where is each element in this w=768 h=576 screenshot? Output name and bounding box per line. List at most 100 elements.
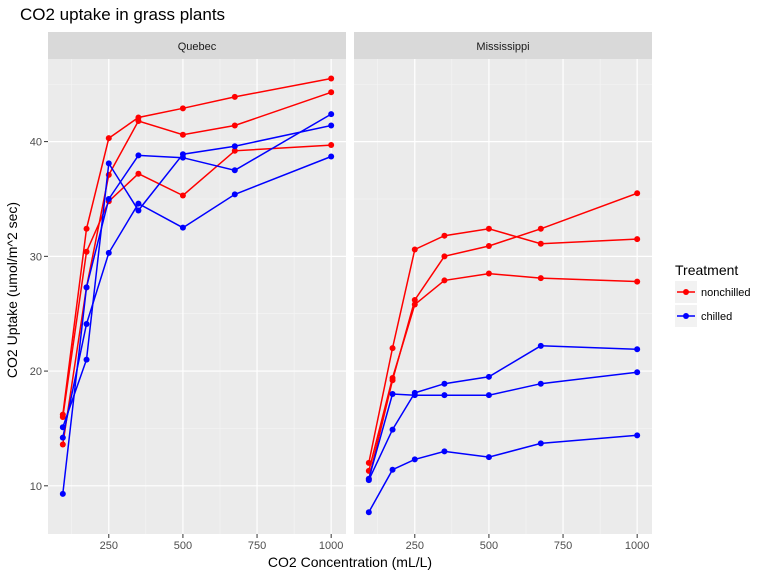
facet-panels: Quebec 250 500 750 1000 10 20 30 40 Mississippi 25… bbox=[30, 32, 652, 552]
data-point bbox=[365, 475, 372, 482]
data-point bbox=[537, 225, 544, 232]
data-point bbox=[83, 284, 90, 291]
data-point bbox=[441, 380, 448, 387]
data-point bbox=[59, 424, 66, 431]
data-point bbox=[59, 434, 66, 441]
data-point bbox=[328, 122, 335, 129]
data-point bbox=[105, 249, 112, 256]
x-tick-label: 1000 bbox=[625, 540, 649, 552]
data-point bbox=[135, 152, 142, 159]
legend-key-point bbox=[683, 313, 689, 319]
y-tick-label: 10 bbox=[30, 481, 42, 493]
series-nonchilled-2 bbox=[365, 225, 641, 466]
panel-background bbox=[354, 59, 652, 534]
data-point bbox=[634, 346, 641, 353]
data-point bbox=[105, 135, 112, 142]
data-point bbox=[537, 440, 544, 447]
data-point bbox=[389, 345, 396, 352]
facet-strip bbox=[48, 32, 346, 59]
data-point bbox=[135, 114, 142, 121]
chart-title: CO2 uptake in grass plants bbox=[20, 5, 225, 24]
data-point bbox=[634, 190, 641, 197]
series-chilled-5 bbox=[59, 111, 335, 497]
data-point bbox=[634, 369, 641, 376]
x-tick-label: 500 bbox=[174, 540, 192, 552]
data-point bbox=[365, 509, 372, 516]
series-chilled-4 bbox=[59, 153, 335, 441]
x-tick-label: 1000 bbox=[319, 540, 343, 552]
data-point bbox=[441, 277, 448, 284]
data-point bbox=[59, 441, 66, 448]
data-point bbox=[485, 373, 492, 380]
data-point bbox=[328, 111, 335, 118]
data-point bbox=[231, 147, 238, 154]
legend-label-chilled: chilled bbox=[701, 311, 732, 323]
x-tick-label: 750 bbox=[554, 540, 572, 552]
data-point bbox=[328, 89, 335, 96]
data-point bbox=[105, 195, 112, 202]
data-point bbox=[83, 225, 90, 232]
data-point bbox=[83, 321, 90, 328]
data-point bbox=[179, 105, 186, 112]
data-point bbox=[411, 246, 418, 253]
data-point bbox=[328, 153, 335, 160]
facet-strip bbox=[354, 32, 652, 59]
legend-label-nonchilled: nonchilled bbox=[701, 287, 751, 299]
data-point bbox=[389, 391, 396, 398]
data-point bbox=[634, 432, 641, 439]
x-tick-label: 750 bbox=[248, 540, 266, 552]
x-tick-label: 250 bbox=[406, 540, 424, 552]
y-tick-label: 20 bbox=[30, 366, 42, 378]
data-point bbox=[485, 392, 492, 399]
data-point bbox=[83, 356, 90, 363]
data-point bbox=[411, 296, 418, 303]
data-point bbox=[231, 191, 238, 198]
series-chilled-6 bbox=[365, 369, 641, 482]
data-point bbox=[411, 301, 418, 308]
y-tick-label: 40 bbox=[30, 137, 42, 149]
data-point bbox=[105, 160, 112, 167]
data-point bbox=[389, 374, 396, 381]
series-chilled-5 bbox=[365, 432, 641, 516]
data-point bbox=[231, 167, 238, 174]
data-point bbox=[441, 232, 448, 239]
data-point bbox=[389, 466, 396, 473]
panel-mississippi: Mississippi 250 500 750 1000 bbox=[354, 32, 652, 552]
data-point bbox=[231, 143, 238, 150]
data-point bbox=[537, 240, 544, 247]
data-point bbox=[59, 411, 66, 418]
data-point bbox=[441, 392, 448, 399]
data-point bbox=[441, 448, 448, 455]
data-point bbox=[537, 275, 544, 282]
data-point bbox=[634, 278, 641, 285]
data-point bbox=[59, 490, 66, 497]
y-axis-title: CO2 Uptake (umol/m^2 sec) bbox=[4, 202, 20, 378]
data-point bbox=[485, 270, 492, 277]
panel-background bbox=[48, 59, 346, 534]
data-point bbox=[179, 224, 186, 231]
y-tick-label: 30 bbox=[30, 251, 42, 263]
data-point bbox=[231, 93, 238, 100]
panel-quebec: Quebec 250 500 750 1000 10 20 30 40 bbox=[30, 32, 346, 552]
data-point bbox=[537, 380, 544, 387]
series-nonchilled-3 bbox=[365, 270, 641, 474]
data-point bbox=[441, 253, 448, 260]
data-point bbox=[537, 342, 544, 349]
data-point bbox=[485, 243, 492, 250]
data-point bbox=[179, 131, 186, 138]
data-point bbox=[485, 454, 492, 461]
series-nonchilled-3 bbox=[59, 75, 335, 418]
legend-title: Treatment bbox=[675, 262, 738, 278]
facet-strip-label: Quebec bbox=[178, 41, 217, 53]
data-point bbox=[135, 200, 142, 207]
x-tick-label: 250 bbox=[100, 540, 118, 552]
legend-key-point bbox=[683, 289, 689, 295]
legend: Treatment nonchilled chilled bbox=[675, 262, 751, 327]
data-point bbox=[634, 236, 641, 243]
data-point bbox=[389, 426, 396, 433]
data-point bbox=[485, 225, 492, 232]
data-point bbox=[411, 392, 418, 399]
data-point bbox=[135, 170, 142, 177]
x-tick-label: 500 bbox=[480, 540, 498, 552]
